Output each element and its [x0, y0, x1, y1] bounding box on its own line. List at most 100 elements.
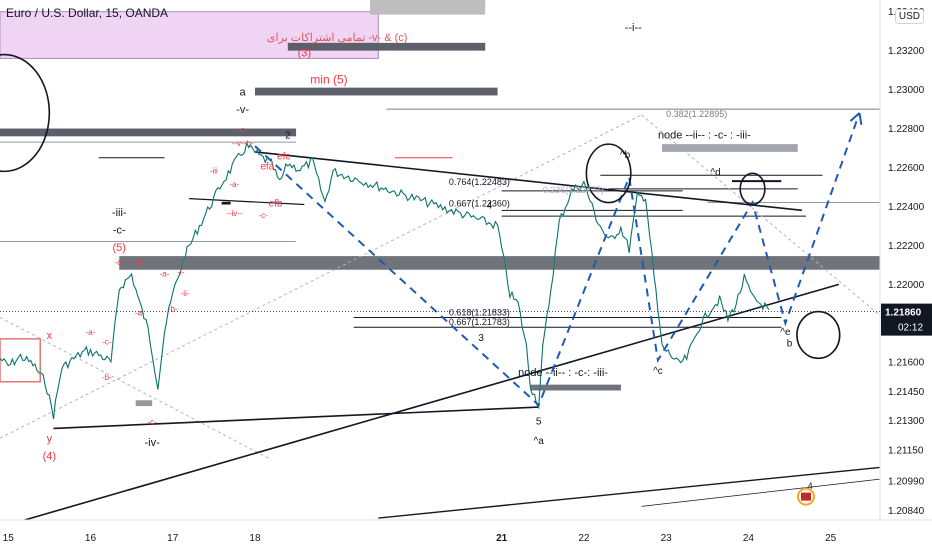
price-tick-label: 1.20840 — [888, 506, 925, 517]
price-tick-label: 1.22200 — [888, 241, 925, 252]
chart-annotation: node --ii-- : -c- : -iii- — [658, 129, 751, 141]
chart-annotation: 0.667(1.21783) — [449, 317, 510, 327]
last-price-label: 1.21860 — [885, 308, 922, 319]
time-tick-label: 22 — [578, 533, 590, 544]
chart-annotation: efc — [277, 152, 290, 163]
dotted-trendline — [0, 317, 271, 459]
chart-annotation: 0.382(1.22895) — [666, 109, 727, 119]
chart-annotation: -c- — [259, 211, 269, 220]
chart-annotation: ^a — [534, 436, 545, 447]
chart-annotation: (5) — [113, 242, 126, 254]
highlight-ellipse — [0, 55, 49, 172]
chart-annotation: -iv- — [145, 437, 161, 449]
chart-annotation: -ii- — [181, 289, 190, 298]
zone-bar — [255, 88, 498, 96]
zone-bar — [0, 129, 296, 137]
chart-annotation: -b- — [102, 373, 112, 382]
time-tick-label: 16 — [85, 533, 97, 544]
chart-annotation: تمامی اشتراکات برای -v- & (c) — [267, 32, 408, 44]
time-tick-label: 25 — [825, 533, 837, 544]
price-tick-label: 1.21600 — [888, 358, 925, 369]
time-tick-label: 23 — [661, 533, 673, 544]
chart-annotation: min (5) — [310, 73, 347, 87]
zone-bar — [370, 0, 485, 15]
chart-annotation: -c- — [238, 125, 248, 134]
zone-bar — [662, 144, 798, 152]
annotation-layer: (5) --i-- تمامی اشتراکات برای -v- & (c) (3)… — [0, 0, 840, 505]
chart-annotation: -i- — [177, 268, 184, 277]
chart-annotation: -v- — [236, 104, 249, 116]
price-tick-label: 1.22000 — [888, 280, 925, 291]
zone-bar — [119, 256, 900, 270]
chart-annotation: (3) — [298, 47, 311, 59]
chart-annotation: -a- — [135, 309, 145, 318]
chart-annotation: ^c — [653, 366, 663, 377]
zone-bar — [530, 385, 620, 391]
chart-annotation: -c- — [113, 225, 126, 237]
price-tick-label: 1.21450 — [888, 387, 925, 398]
highlight-ellipse — [797, 312, 840, 359]
chart-annotation: ^e — [780, 327, 791, 338]
chart-title: Euro / U.S. Dollar, 15, OANDA — [6, 6, 168, 20]
price-tick-label: 1.21150 — [888, 445, 924, 456]
chart-annotation: y — [47, 433, 53, 445]
chart-annotation: 2 — [285, 130, 291, 141]
chart-annotation: -c- — [147, 418, 157, 427]
chart-annotation: x — [47, 330, 53, 342]
chart-annotation: 3 — [478, 333, 484, 344]
trendline — [641, 479, 880, 506]
trendline — [53, 407, 538, 428]
time-axis — [0, 520, 932, 550]
chart-annotation: -b- — [135, 258, 145, 267]
chart-annotation: ^b — [620, 150, 631, 161]
chart-annotation: ^d — [710, 167, 720, 178]
trendline — [189, 199, 304, 205]
chart-annotation: -c- — [102, 338, 112, 347]
chart-annotation: 0.667(1.22360) — [449, 198, 510, 208]
price-tick-label: 1.22600 — [888, 163, 925, 174]
chart-annotation: 5 — [536, 417, 542, 428]
time-tick-label: 17 — [167, 533, 179, 544]
time-tick-label: 24 — [743, 533, 755, 544]
zone-bar — [288, 43, 485, 51]
chart-annotation: (4) — [43, 451, 56, 463]
chart-annotation: -a- — [160, 270, 170, 279]
time-tick-label: 18 — [249, 533, 261, 544]
zone-bar — [136, 400, 152, 406]
background-layer — [0, 12, 378, 382]
chart-annotation: --i-- — [625, 22, 642, 34]
chart-annotation: b — [787, 339, 793, 350]
currency-badge[interactable]: USD — [895, 9, 924, 24]
time-tick-label: 15 — [3, 533, 15, 544]
price-series — [0, 143, 769, 419]
chart-annotation: -b- — [168, 305, 178, 314]
chart-annotation: 0.236(1.22477) — [543, 185, 604, 195]
chart-annotation: -a- — [86, 328, 96, 337]
chart-annotation: 0.764(1.22483) — [449, 177, 510, 187]
chart-annotation: --v--b- — [232, 139, 254, 148]
chart-annotation: -c- — [115, 258, 125, 267]
price-tick-label: 1.20990 — [888, 477, 925, 488]
chart-annotation: efa — [260, 161, 274, 172]
price-tick-label: 1.23000 — [888, 85, 925, 96]
price-series-shadow — [0, 143, 769, 419]
price-tick-label: 1.23200 — [888, 46, 925, 57]
time-tick-label: 21 — [496, 533, 508, 544]
target-box — [0, 339, 40, 382]
price-axis — [880, 0, 932, 550]
price-tick-label: 1.22800 — [888, 124, 925, 135]
chart-annotation: -iii- — [112, 207, 127, 219]
chart-annotation: a — [240, 86, 247, 98]
chart-annotation: --iv-- — [226, 209, 243, 218]
chart-annotation: ▬ — [222, 196, 231, 206]
chart-annotation: -a- — [230, 180, 240, 189]
chart-annotation: efb — [269, 198, 283, 209]
price-tick-label: 1.22400 — [888, 202, 925, 213]
flag-icon-fill — [801, 493, 811, 501]
chart-annotation: -iii — [210, 166, 218, 175]
countdown-label: 02:12 — [898, 323, 923, 334]
chart-annotation: node --ii-- : -c-: -iii- — [518, 367, 608, 379]
